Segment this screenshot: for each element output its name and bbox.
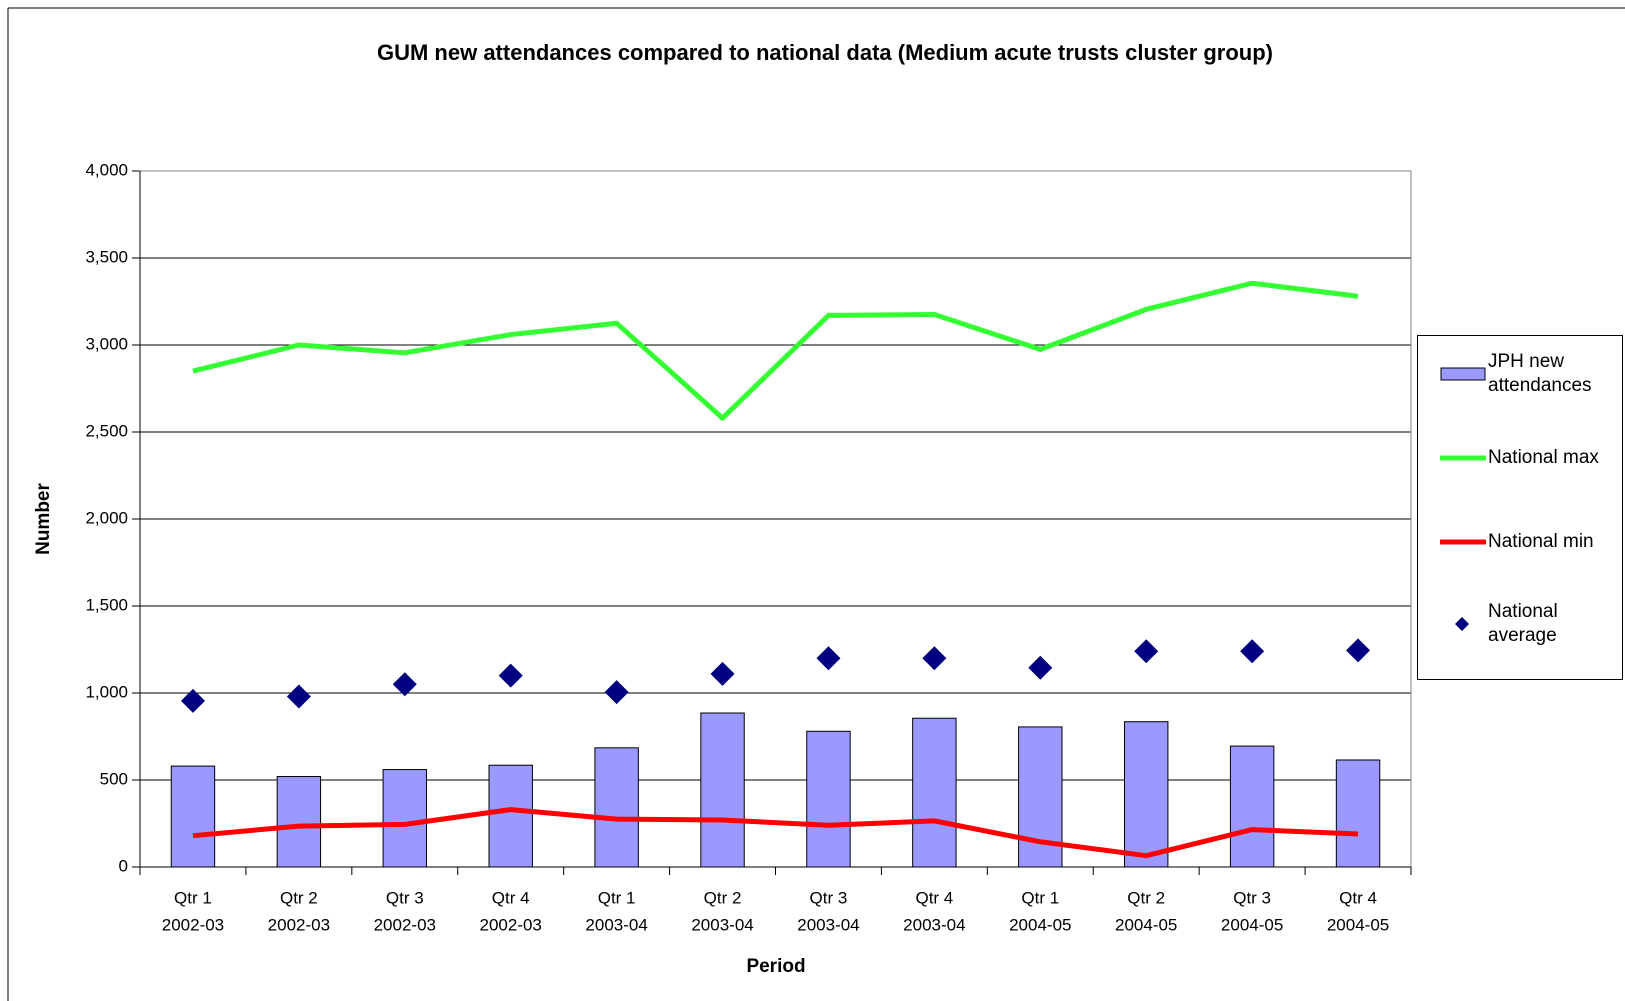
- legend-label: National max: [1488, 447, 1599, 468]
- x-tick-label: Qtr 1: [1021, 888, 1059, 907]
- y-tick-label: 3,500: [85, 247, 128, 266]
- bar: [1335, 759, 1381, 868]
- y-tick-label: 3,000: [85, 334, 128, 353]
- legend-entry: National max: [1418, 428, 1624, 488]
- x-tick-label: Qtr 2: [704, 888, 742, 907]
- legend: JPH new attendances National max National …: [1417, 335, 1623, 680]
- legend-swatch: [1440, 539, 1486, 545]
- legend-entry: National min: [1418, 512, 1624, 572]
- x-tick-label: Qtr 1: [174, 888, 212, 907]
- legend-entry: National average: [1418, 594, 1624, 654]
- bar: [488, 764, 533, 868]
- y-tick-label: 0: [119, 856, 128, 875]
- x-tick-label: Qtr 4: [915, 888, 953, 907]
- x-tick-label: Qtr 3: [386, 888, 424, 907]
- legend-swatch: [1440, 367, 1486, 381]
- bar: [276, 776, 322, 868]
- x-tick-label: 2004-05: [1327, 915, 1389, 934]
- y-tick-label: 500: [100, 769, 128, 788]
- bar: [806, 730, 851, 868]
- marker: [1346, 638, 1371, 663]
- legend-entry: JPH new attendances: [1418, 344, 1624, 404]
- x-tick-label: Qtr 3: [1233, 888, 1271, 907]
- x-tick-label: 2002-03: [480, 915, 542, 934]
- chart-title: GUM new attendances compared to national…: [377, 40, 1273, 65]
- marker: [1134, 639, 1159, 664]
- legend-swatch: [1455, 617, 1469, 631]
- y-tick-label: 1,000: [85, 682, 128, 701]
- x-tick-label: 2004-05: [1009, 915, 1071, 934]
- bar: [1229, 745, 1275, 868]
- bar: [700, 712, 745, 868]
- legend-swatch-bar: [1440, 367, 1486, 381]
- x-tick-label: 2003-04: [903, 915, 965, 934]
- x-tick-label: 2004-05: [1115, 915, 1177, 934]
- legend-swatch-marker: [1455, 617, 1469, 631]
- x-tick-label: 2003-04: [797, 915, 859, 934]
- marker: [816, 646, 841, 671]
- x-tick-label: 2002-03: [268, 915, 330, 934]
- line: [192, 807, 1359, 859]
- y-tick-label: 4,000: [85, 160, 128, 179]
- marker: [604, 680, 629, 705]
- x-tick-label: 2002-03: [162, 915, 224, 934]
- x-tick-label: Qtr 1: [598, 888, 636, 907]
- x-axis-label: Period: [746, 956, 805, 977]
- bar: [912, 717, 957, 868]
- marker: [498, 663, 523, 688]
- line: [192, 280, 1359, 421]
- legend-swatch: [1440, 455, 1486, 461]
- y-axis-label: Number: [33, 483, 54, 555]
- bar: [594, 747, 639, 868]
- x-tick-label: Qtr 4: [1339, 888, 1377, 907]
- marker: [392, 672, 417, 697]
- y-tick-label: 1,500: [85, 595, 128, 614]
- legend-label: National min: [1488, 531, 1594, 552]
- y-tick-label: 2,500: [85, 421, 128, 440]
- x-tick-label: 2004-05: [1221, 915, 1283, 934]
- marker: [710, 661, 735, 686]
- x-tick-label: Qtr 2: [1127, 888, 1165, 907]
- legend-label: JPH new attendances: [1488, 351, 1592, 396]
- x-tick-label: Qtr 3: [810, 888, 848, 907]
- x-tick-label: 2003-04: [691, 915, 753, 934]
- marker: [180, 688, 205, 713]
- bar: [382, 769, 428, 868]
- marker: [1240, 639, 1265, 664]
- marker: [1028, 655, 1053, 680]
- x-tick-label: 2002-03: [374, 915, 436, 934]
- bar: [170, 765, 216, 868]
- x-tick-label: Qtr 4: [492, 888, 530, 907]
- legend-label: National average: [1488, 601, 1558, 646]
- bar: [1123, 721, 1169, 868]
- x-tick-label: 2003-04: [585, 915, 647, 934]
- x-tick-label: Qtr 2: [280, 888, 318, 907]
- y-tick-label: 2,000: [85, 508, 128, 527]
- marker: [286, 684, 311, 709]
- marker: [922, 646, 947, 671]
